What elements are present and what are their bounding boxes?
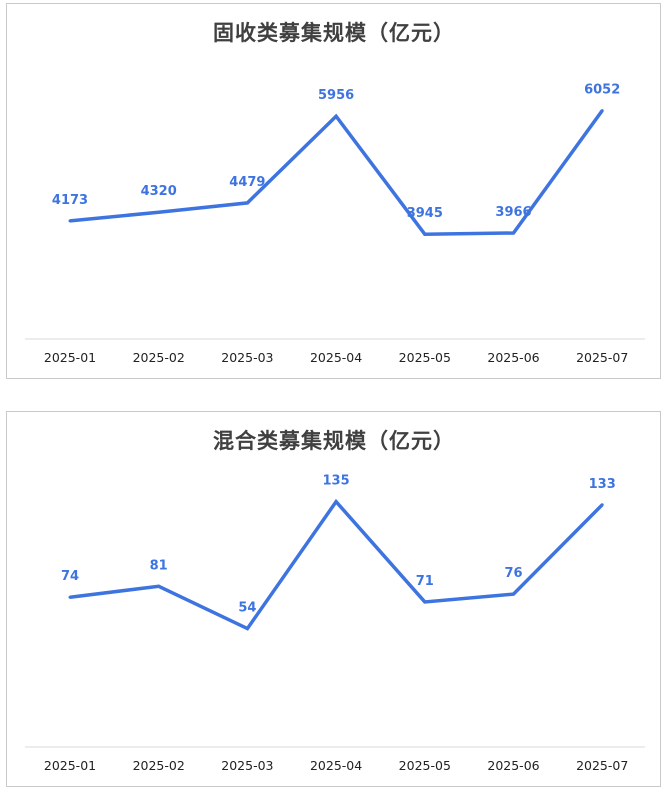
data-point (423, 232, 427, 236)
data-point (157, 584, 161, 588)
x-tick-label: 2025-02 (133, 350, 185, 365)
data-label: 71 (416, 574, 434, 589)
x-tick-label: 2025-05 (399, 350, 451, 365)
x-tick-label: 2025-03 (221, 350, 273, 365)
x-tick-label: 2025-03 (221, 758, 273, 773)
x-tick-label: 2025-07 (576, 350, 628, 365)
x-tick-label: 2025-05 (399, 758, 451, 773)
data-label: 54 (238, 601, 256, 616)
data-label: 5956 (318, 88, 354, 103)
data-point (157, 210, 161, 214)
data-point (512, 231, 515, 235)
chart-hybrid: 混合类募集规模（亿元） 74 81 54 135 71 76 133 2025-01 2025-0… (25, 428, 645, 773)
x-tick-label: 2025-01 (44, 758, 96, 773)
data-label: 133 (589, 477, 616, 492)
chart-panel-fixed-income: 固收类募集规模（亿元） 4173 4320 4479 5956 3945 3966 6052 2… (6, 3, 661, 379)
chart-title: 混合类募集规模（亿元） (213, 428, 455, 453)
data-point (600, 109, 604, 113)
data-label: 6052 (584, 83, 620, 98)
data-point (423, 600, 427, 604)
x-tick-label: 2025-06 (487, 758, 539, 773)
x-tick-label: 2025-07 (576, 758, 628, 773)
data-point (334, 114, 338, 118)
x-tick-label: 2025-02 (133, 758, 185, 773)
data-point (512, 592, 515, 596)
data-label: 76 (504, 566, 522, 581)
data-point (68, 595, 72, 599)
data-label: 3966 (495, 205, 531, 220)
data-point (245, 627, 249, 631)
data-point (68, 219, 72, 223)
chart-fixed-income: 固收类募集规模（亿元） 4173 4320 4479 5956 3945 3966 6052 2… (25, 20, 645, 365)
x-tick-label: 2025-06 (487, 350, 539, 365)
data-label: 3945 (407, 206, 443, 221)
chart-title: 固收类募集规模（亿元） (213, 20, 455, 45)
data-label: 74 (61, 569, 79, 584)
x-tick-label: 2025-01 (44, 350, 96, 365)
data-point (600, 503, 604, 507)
x-tick-label: 2025-04 (310, 350, 362, 365)
data-label: 81 (150, 558, 168, 573)
data-label: 4173 (52, 193, 88, 208)
data-label: 135 (323, 474, 350, 489)
data-label: 4320 (141, 184, 177, 199)
data-label: 4479 (229, 175, 265, 190)
data-point (334, 500, 338, 504)
data-point (245, 201, 249, 205)
chart-panel-hybrid: 混合类募集规模（亿元） 74 81 54 135 71 76 133 2025-01 2025-0… (6, 411, 661, 787)
x-tick-label: 2025-04 (310, 758, 362, 773)
